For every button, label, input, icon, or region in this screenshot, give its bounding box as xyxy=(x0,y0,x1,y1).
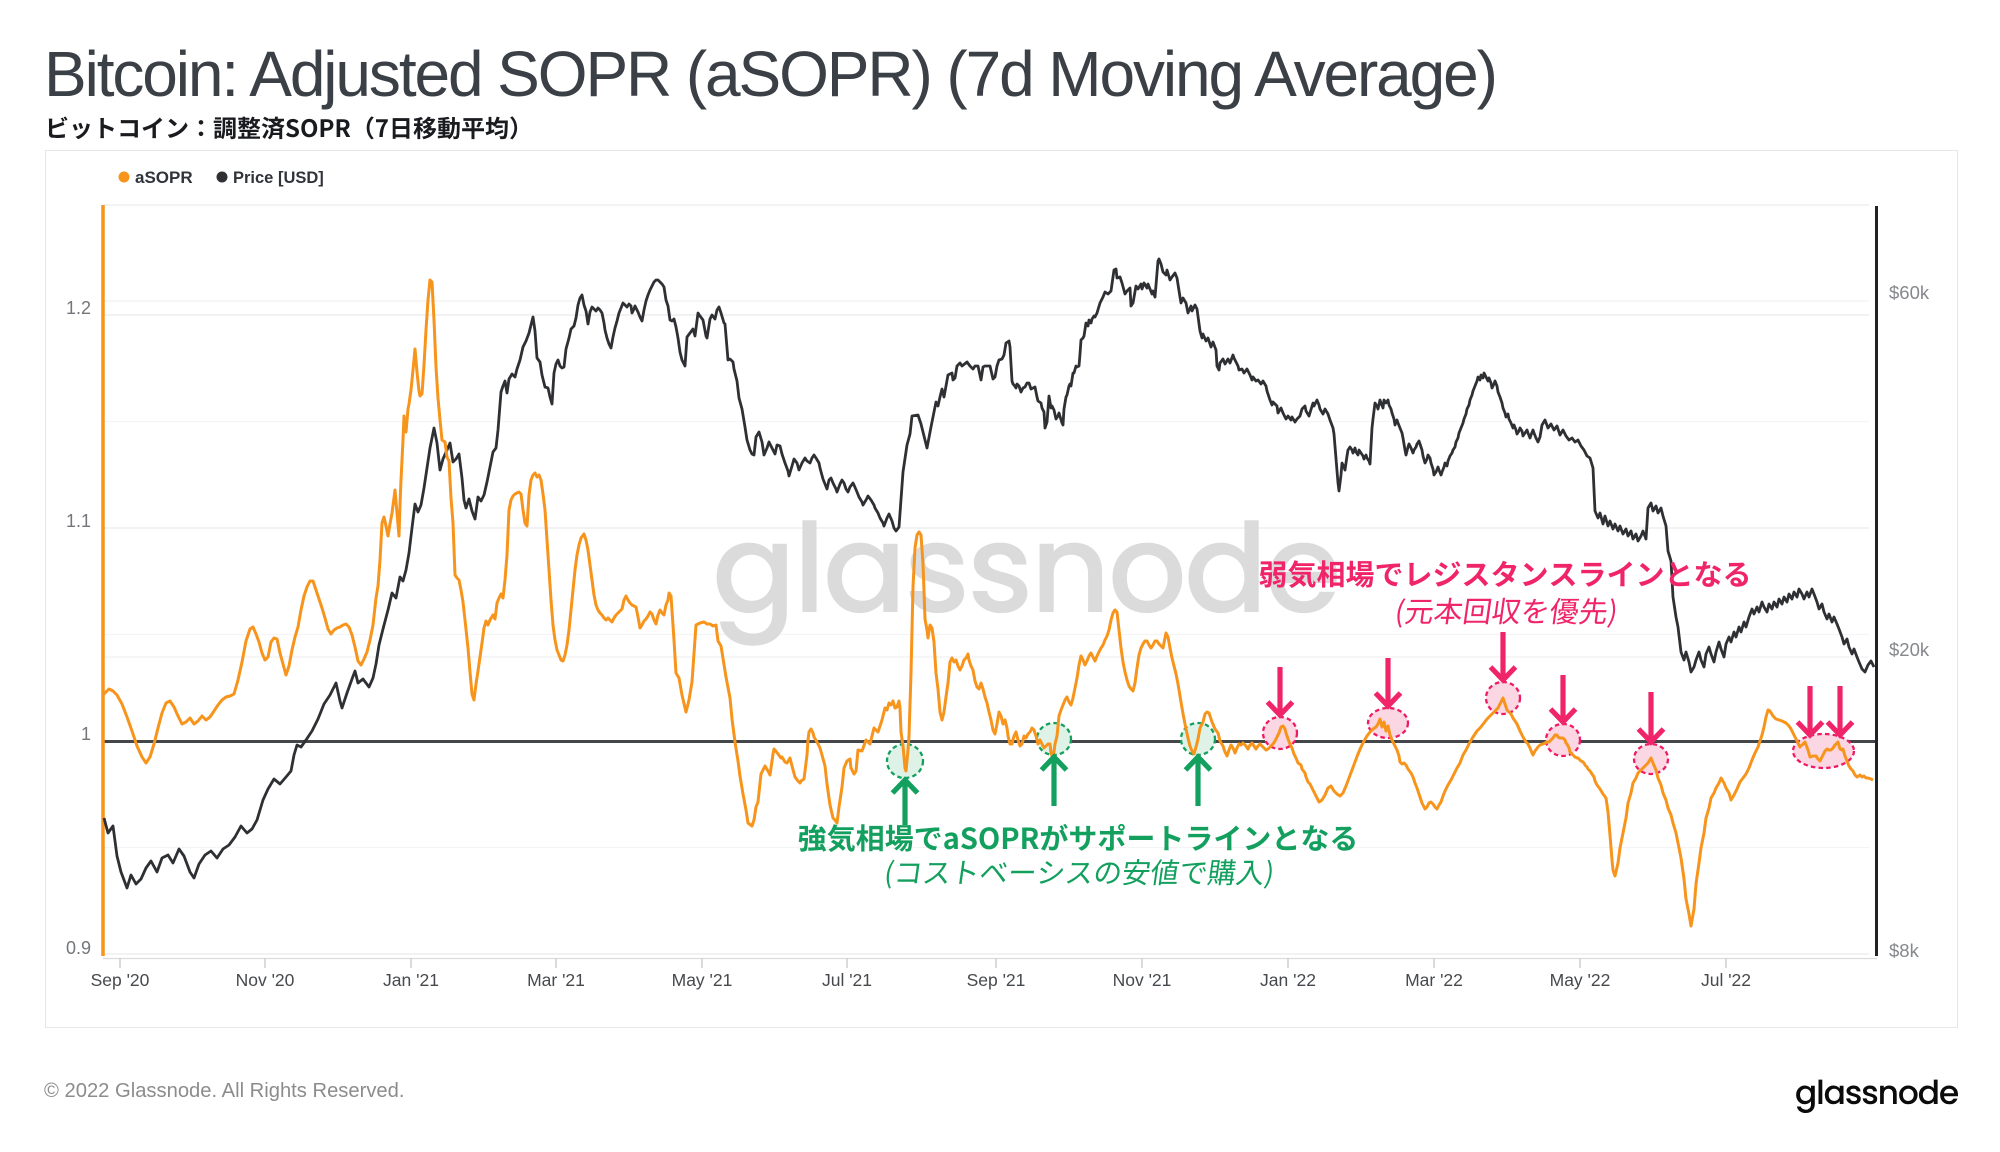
svg-text:1.2: 1.2 xyxy=(66,298,91,318)
svg-text:Jan '21: Jan '21 xyxy=(383,970,439,990)
svg-text:$8k: $8k xyxy=(1889,940,1920,961)
svg-text:Sep '21: Sep '21 xyxy=(967,970,1026,990)
svg-text:Nov '21: Nov '21 xyxy=(1113,970,1172,990)
svg-text:1: 1 xyxy=(81,724,91,744)
svg-text:Bitcoin: Adjusted SOPR (aSOPR): Bitcoin: Adjusted SOPR (aSOPR) (7d Movin… xyxy=(44,38,1496,110)
svg-text:May '22: May '22 xyxy=(1550,970,1611,990)
svg-text:Jan '22: Jan '22 xyxy=(1260,970,1316,990)
svg-text:Nov '20: Nov '20 xyxy=(236,970,295,990)
svg-text:$20k: $20k xyxy=(1889,639,1930,660)
svg-text:Jul '21: Jul '21 xyxy=(822,970,872,990)
svg-text:$60k: $60k xyxy=(1889,282,1930,303)
svg-text:Jul '22: Jul '22 xyxy=(1701,970,1751,990)
svg-text:aSOPR: aSOPR xyxy=(135,168,193,187)
svg-text:May '21: May '21 xyxy=(672,970,733,990)
svg-text:Sep '20: Sep '20 xyxy=(91,970,150,990)
svg-text:1.1: 1.1 xyxy=(66,511,91,531)
svg-text:Mar '22: Mar '22 xyxy=(1405,970,1463,990)
svg-text:© 2022 Glassnode. All Rights R: © 2022 Glassnode. All Rights Reserved. xyxy=(44,1080,405,1102)
svg-text:Mar '21: Mar '21 xyxy=(527,970,585,990)
svg-text:0.9: 0.9 xyxy=(66,938,91,958)
svg-text:Price [USD]: Price [USD] xyxy=(233,169,324,187)
